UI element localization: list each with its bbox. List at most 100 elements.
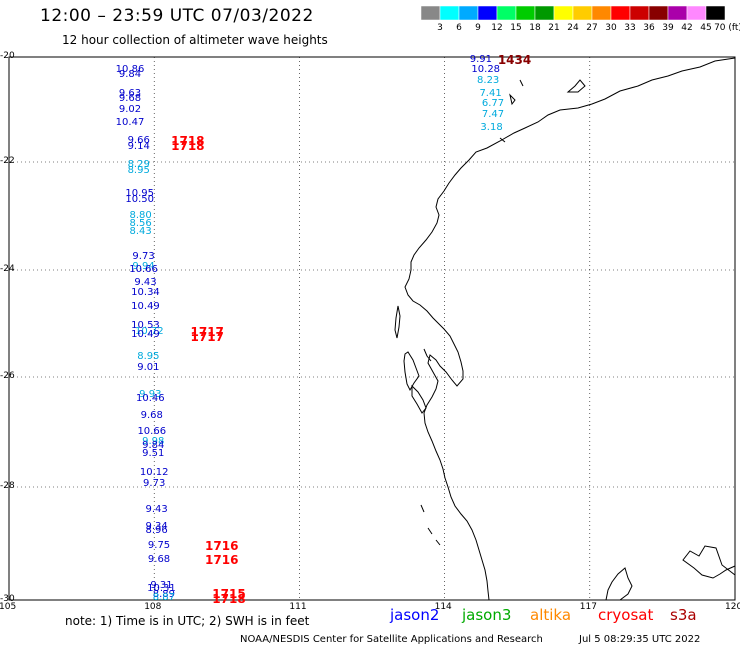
coastline-south-bay (605, 567, 633, 601)
wave-height-value: 9.73 (143, 478, 166, 490)
wave-height-value: 8.43 (129, 226, 152, 238)
coastline-peninsula (403, 351, 420, 392)
wave-height-value: 8.95 (127, 165, 150, 177)
footer-credit: NOAA/NESDIS Center for Satellite Applica… (240, 634, 543, 645)
lat-label: -24 (0, 264, 15, 274)
colorbar-swatch (705, 6, 726, 21)
page-subtitle: 12 hour collection of altimeter wave hei… (62, 33, 328, 47)
wave-height-value: 10.72 (135, 325, 164, 337)
wave-height-value: 10.49 (131, 329, 160, 341)
coastline-mainland (404, 57, 736, 601)
wave-height-value: 8.56 (129, 218, 152, 230)
colorbar-label: 27 (586, 23, 598, 33)
colorbar-label: 36 (643, 23, 655, 33)
satellite-legend-jason3: jason3 (462, 606, 512, 624)
colorbar-label: 21 (548, 23, 560, 33)
coastline-southern-islands (420, 504, 441, 546)
wave-height-value: 10.50 (125, 193, 154, 205)
lat-label: -28 (0, 481, 15, 491)
wave-height-value: 9.02 (118, 103, 142, 115)
colorbar-label: 15 (510, 23, 522, 33)
lat-label: -20 (0, 51, 15, 61)
wave-height-value: 9.34 (145, 520, 168, 532)
colorbar-label: 24 (567, 23, 579, 33)
coastline-dirk-hartog-island (394, 305, 401, 339)
map-frame (8, 56, 736, 601)
pass-time-label: 1718 (212, 591, 246, 606)
wave-height-value: 9.84 (142, 440, 165, 452)
wave-height-value: 10.66 (129, 264, 158, 275)
wave-height-value: 8.23 (477, 74, 500, 86)
colorbar-label: 12 (491, 23, 503, 33)
satellite-legend-s3a: s3a (670, 606, 697, 624)
wave-height-value: 9.51 (142, 448, 165, 459)
wave-height-value: 10.47 (115, 116, 145, 128)
colorbar-label: 30 (605, 23, 617, 33)
wave-height-value: 7.41 (479, 87, 502, 99)
wave-height-value: 10.95 (125, 188, 154, 200)
wave-height-value: 10.31 (147, 582, 176, 594)
colorbar-label: 45 (700, 23, 712, 33)
wave-height-value: 10.66 (137, 426, 167, 437)
satellite-legend-jason2: jason2 (390, 606, 440, 624)
wave-height-value: 9.73 (132, 250, 155, 262)
wave-height-value: 9.14 (127, 141, 150, 153)
wave-height-value: 9.68 (118, 93, 142, 104)
wave-height-value: 9.98 (142, 435, 165, 447)
pass-time-label: 1434 (497, 52, 532, 67)
wave-height-value: 8.80 (129, 210, 152, 221)
colorbar-label: 3 (437, 23, 443, 33)
lat-label: -30 (0, 594, 15, 604)
wave-height-value: 9.84 (118, 69, 142, 81)
wave-height-value: 9.68 (147, 554, 171, 566)
pass-time-label: 1716 (205, 539, 239, 554)
lon-label: 108 (144, 602, 162, 612)
coastline-north-islands (499, 79, 586, 143)
coastline-southeast (682, 545, 736, 579)
lon-label: 120 (725, 602, 740, 612)
pass-time-label: 1716 (205, 553, 239, 568)
wave-height-value: 8.29 (127, 158, 150, 170)
satellite-legend-altika: altika (530, 606, 572, 624)
coastline (394, 57, 736, 601)
wave-height-value: 10.34 (131, 287, 160, 298)
wave-height-value: 10.12 (139, 467, 169, 479)
wave-height-value: 8.87 (152, 592, 176, 604)
wave-height-value: 7.47 (481, 108, 505, 120)
wave-height-value: 8.96 (145, 525, 168, 537)
wave-height-value: 9.75 (147, 540, 171, 552)
wave-height-colorbar (421, 6, 726, 21)
colorbar-label: 70 (ft) (714, 23, 740, 33)
wave-height-value: 9.68 (140, 409, 163, 421)
wave-height-value: 9.66 (127, 135, 150, 146)
colorbar-label: 39 (662, 23, 674, 33)
colorbar-label: 6 (456, 23, 462, 33)
pass-time-label: 1718 (171, 139, 205, 154)
lat-label: -26 (0, 371, 15, 381)
pass-time-label: 1718 (171, 134, 205, 148)
wave-height-value: 10.46 (135, 393, 165, 404)
coastline-bay (411, 384, 427, 414)
wave-height-value: 10.86 (115, 64, 145, 76)
colorbar-label: 33 (624, 23, 636, 33)
lon-label: 114 (434, 602, 452, 612)
colorbar-label: 42 (681, 23, 693, 33)
satellite-legend-cryosat: cryosat (598, 606, 654, 624)
lat-label: -22 (0, 156, 15, 166)
footer-timestamp: Jul 5 08:29:35 UTC 2022 (579, 634, 701, 645)
wave-height-value: 9.91 (469, 53, 493, 65)
wave-height-value: 6.77 (481, 98, 505, 110)
lon-label: 111 (289, 602, 307, 612)
wave-height-value: 9.43 (134, 277, 157, 289)
footer-note: note: 1) Time is in UTC; 2) SWH is in fe… (65, 614, 310, 628)
wave-height-value: 8.95 (137, 351, 160, 363)
coastline-inlet (423, 348, 432, 362)
wave-height-value: 10.53 (131, 320, 160, 332)
colorbar-label: 9 (475, 23, 481, 33)
pass-time-label: 1715 (212, 587, 246, 602)
wave-height-value: 10.28 (471, 64, 501, 76)
pass-time-label: 1717 (190, 324, 224, 339)
colorbar-label: 18 (529, 23, 541, 33)
lon-label: 117 (579, 602, 597, 612)
